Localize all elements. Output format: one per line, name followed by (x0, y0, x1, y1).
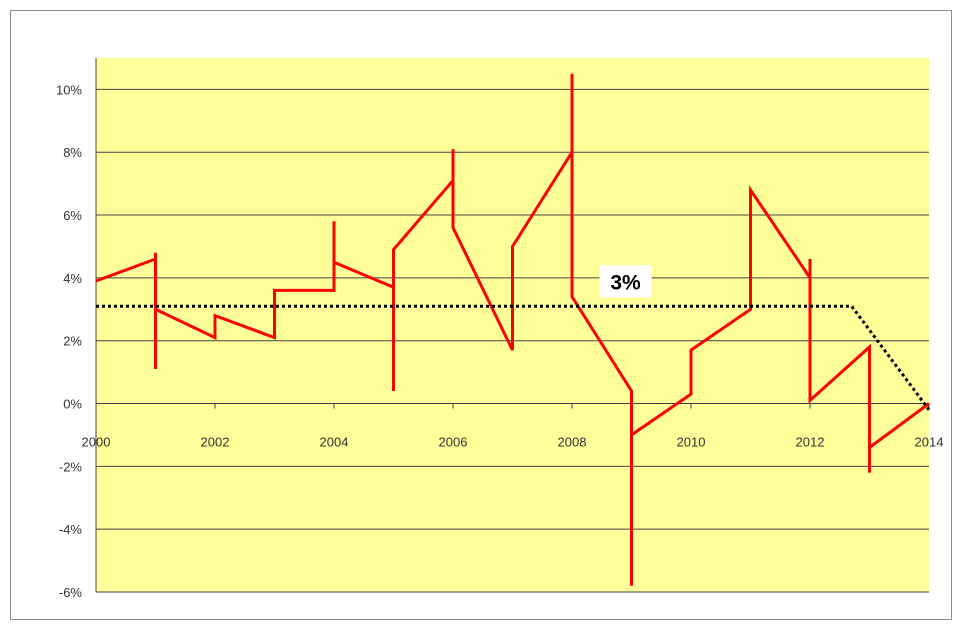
x-tick-label: 2012 (796, 435, 825, 450)
x-axis-tick-labels: 2000 2002 2004 2006 2008 2010 2012 2014 (82, 435, 944, 450)
series-group (95, 73, 931, 586)
reference-line (96, 304, 931, 411)
y-tick-label: 4% (63, 271, 82, 286)
series-line (95, 73, 930, 586)
y-tick-label: 6% (63, 208, 82, 223)
x-tick-label: 2008 (558, 435, 587, 450)
y-tick-label: -4% (59, 522, 83, 537)
x-tick-label: 2004 (320, 435, 349, 450)
y-tick-label: 2% (63, 334, 82, 349)
x-tick-label: 2000 (82, 435, 111, 450)
x-tick-label: 2014 (915, 435, 944, 450)
y-axis-tick-labels: -6% -4% -2% 0% 2% 4% 6% 8% 10% (56, 82, 82, 600)
x-tick-label: 2002 (201, 435, 230, 450)
x-tick-label: 2010 (677, 435, 706, 450)
x-tick-label: 2006 (439, 435, 468, 450)
annotation-background (599, 265, 652, 298)
y-tick-label: 10% (56, 82, 82, 97)
y-tick-label: -6% (59, 585, 83, 600)
annotations: 3% (599, 265, 652, 298)
y-tick-label: 8% (63, 145, 82, 160)
y-tick-label: 0% (63, 397, 82, 412)
annotation-label: 3% (610, 271, 641, 294)
y-tick-label: -2% (59, 459, 83, 474)
